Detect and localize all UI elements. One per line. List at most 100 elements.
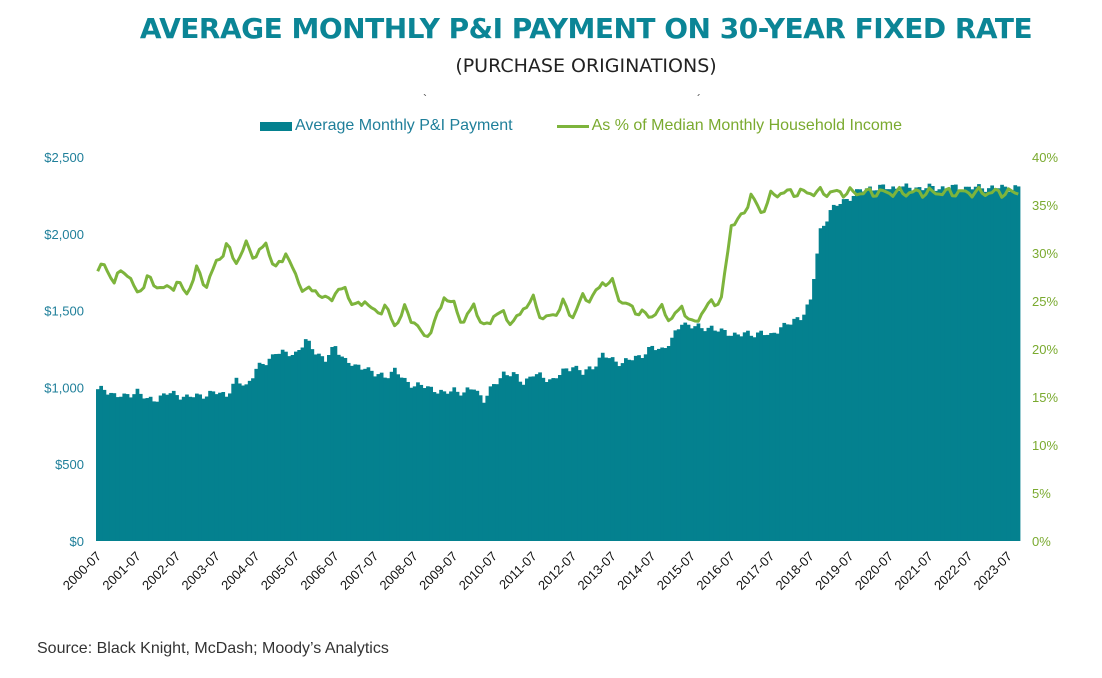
- payment-bar: [429, 386, 433, 541]
- payment-bar: [109, 392, 113, 541]
- payment-bar: [264, 365, 268, 541]
- payment-bar: [528, 376, 532, 541]
- payment-bar: [247, 380, 252, 541]
- payment-bar: [726, 335, 730, 541]
- payment-bar: [845, 198, 849, 542]
- x-axis-tick-label: 2002-07: [139, 549, 183, 593]
- payment-bar: [709, 325, 714, 541]
- payment-bar: [723, 330, 727, 541]
- payment-bar: [505, 375, 509, 541]
- payment-bar: [805, 304, 810, 541]
- payment-bar: [584, 369, 589, 541]
- payment-bar: [544, 382, 549, 541]
- x-axis-tick-label: 2010-07: [456, 549, 500, 593]
- payment-bar: [1016, 186, 1021, 541]
- payment-bar: [703, 331, 707, 541]
- payment-bar: [208, 390, 212, 541]
- x-axis-tick-label: 2000-07: [60, 549, 104, 593]
- legend-label-percent: As % of Median Monthly Household Income: [591, 117, 902, 134]
- payment-bar: [369, 370, 374, 541]
- payment-bar: [336, 354, 341, 541]
- chart-subtitle: (PURCHASE ORIGINATIONS): [455, 55, 717, 77]
- payment-bar: [379, 372, 384, 541]
- x-axis-tick-label: 2014-07: [614, 549, 658, 593]
- payment-bar: [231, 383, 235, 541]
- payment-bar: [732, 332, 737, 541]
- payment-bar: [468, 389, 473, 541]
- payment-bar: [564, 368, 569, 541]
- payment-bar: [749, 335, 754, 541]
- payment-bar: [482, 402, 486, 541]
- payment-bar: [746, 330, 750, 541]
- payment-bar: [973, 186, 978, 541]
- payment-bar: [891, 186, 895, 541]
- payment-bar: [610, 357, 615, 541]
- payment-bar: [983, 191, 988, 542]
- x-axis-tick-label: 2009-07: [416, 549, 460, 593]
- right-axis-tick-label: 10%: [1032, 438, 1058, 453]
- payment-bar: [818, 228, 823, 542]
- payment-bar: [422, 388, 427, 541]
- payment-bar: [640, 358, 645, 541]
- payment-bar: [828, 210, 833, 541]
- payment-bar: [690, 328, 694, 541]
- payment-bar: [485, 395, 490, 541]
- x-axis-tick-label: 2011-07: [496, 549, 540, 593]
- x-axis-tick-label: 2012-07: [535, 549, 579, 593]
- payment-bar: [498, 378, 503, 541]
- payment-bar: [142, 398, 146, 541]
- payment-bar: [531, 376, 536, 541]
- payment-bar: [518, 381, 523, 541]
- payment-bar: [465, 387, 470, 541]
- payment-bar: [402, 377, 407, 541]
- payment-bar: [798, 320, 803, 541]
- payment-bar: [1013, 185, 1018, 541]
- payment-bar: [888, 189, 892, 541]
- payment-bar: [346, 362, 351, 541]
- payment-bar: [884, 189, 889, 541]
- chart-legend: Average Monthly P&I Payment As % of Medi…: [0, 117, 1102, 135]
- payment-bar: [683, 322, 688, 541]
- payment-bar: [838, 204, 843, 541]
- payment-bar: [175, 395, 179, 541]
- x-axis-tick-label: 2007-07: [337, 549, 381, 593]
- payment-bar: [439, 389, 443, 541]
- payment-bar: [597, 357, 602, 541]
- payment-bar: [772, 332, 777, 541]
- payment-bar: [297, 350, 301, 541]
- payment-bar: [406, 381, 410, 541]
- payment-bar: [521, 384, 526, 541]
- payment-bar: [716, 331, 721, 541]
- payment-bar: [643, 354, 648, 541]
- payment-bar: [587, 366, 592, 541]
- payment-bar: [218, 392, 222, 541]
- payment-bar: [594, 366, 598, 541]
- payment-bar: [178, 399, 183, 541]
- payment-bar: [551, 378, 556, 541]
- payment-bar: [907, 187, 912, 541]
- payment-bar: [848, 200, 853, 541]
- payment-bar: [901, 186, 905, 541]
- x-axis-tick-label: 2015-07: [654, 549, 698, 593]
- payment-bar: [752, 337, 757, 541]
- chart-title: AVERAGE MONTHLY P&I PAYMENT ON 30-YEAR F…: [139, 12, 1033, 45]
- payment-bar: [558, 375, 562, 541]
- payment-bar: [808, 299, 813, 541]
- payment-bar: [327, 355, 331, 541]
- payment-bar: [739, 336, 744, 541]
- payment-bar: [455, 391, 460, 541]
- x-axis-tick-label: 2013-07: [575, 549, 619, 593]
- payment-bar: [627, 359, 631, 541]
- payment-bar: [386, 378, 391, 541]
- x-axis-tick-label: 2001-07: [99, 549, 143, 593]
- payment-bar: [591, 369, 595, 541]
- payment-bar: [122, 393, 127, 541]
- payment-bar: [488, 386, 493, 541]
- payment-bar: [581, 374, 585, 541]
- payment-bar: [237, 383, 242, 541]
- payment-bar: [538, 372, 542, 541]
- payment-bar: [759, 330, 763, 541]
- payment-bar: [980, 188, 985, 542]
- payment-bar: [129, 397, 133, 541]
- payment-bar: [396, 374, 400, 541]
